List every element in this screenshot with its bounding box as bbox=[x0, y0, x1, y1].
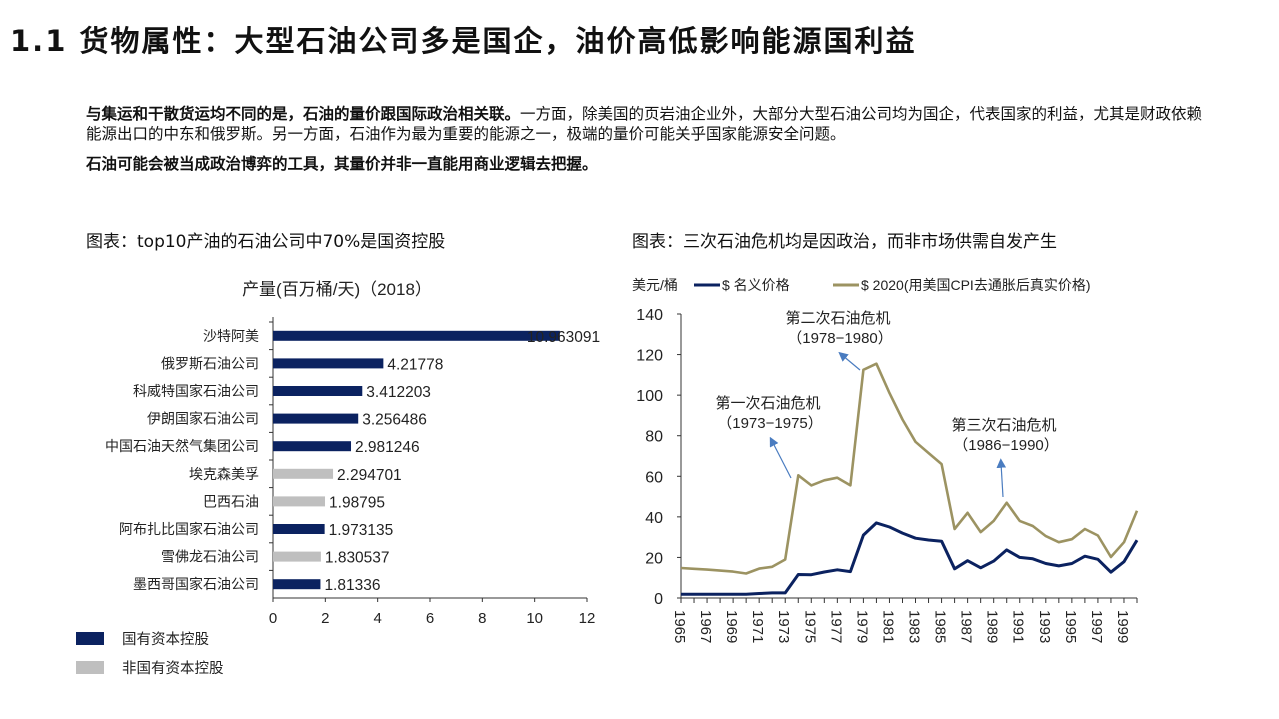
category-label: 墨西哥国家石油公司 bbox=[133, 576, 259, 592]
paragraph-1: 与集运和干散货运均不同的是，石油的量价跟国际政治相关联。一方面，除美国的页岩油企… bbox=[86, 104, 1206, 144]
x-tick-label: 1975 bbox=[801, 610, 818, 643]
legend-label: 非国有资本控股 bbox=[122, 660, 224, 677]
x-tick-label: 1993 bbox=[1036, 610, 1053, 643]
right-chart-caption: 图表：三次石油危机均是因政治，而非市场供需自发产生 bbox=[632, 232, 1057, 252]
x-tick-label: 4 bbox=[373, 610, 381, 627]
annotation-crisis-1-years: （1973−1975） bbox=[717, 415, 823, 432]
y-tick-label: 120 bbox=[636, 348, 663, 365]
x-tick-label: 1989 bbox=[984, 610, 1001, 643]
left-chart-caption: 图表：top10产油的石油公司中70%是国资控股 bbox=[86, 232, 446, 252]
y-tick-label: 80 bbox=[645, 429, 663, 446]
annotation-crisis-2-years: （1978−1980） bbox=[787, 330, 893, 347]
x-tick-label: 2 bbox=[321, 610, 329, 627]
bar bbox=[273, 468, 334, 479]
paragraph-2: 石油可能会被当成政治博弈的工具，其量价并非一直能用商业逻辑去把握。 bbox=[86, 154, 1206, 174]
bar bbox=[273, 524, 325, 534]
x-tick-label: 12 bbox=[579, 610, 596, 627]
y-tick-label: 100 bbox=[636, 388, 663, 405]
x-tick-label: 1991 bbox=[1010, 610, 1027, 643]
x-tick-label: 1999 bbox=[1114, 610, 1131, 643]
data-label: 1.98795 bbox=[329, 494, 385, 511]
x-tick-label: 1969 bbox=[723, 610, 740, 643]
paragraph-1-rest: 一方面，除美国的页岩油企业外，大部分大型石油公司均为国企，代表国家的利益，尤其是… bbox=[86, 105, 1203, 143]
annotation-crisis-2-title: 第二次石油危机 bbox=[785, 309, 890, 327]
data-label: 2.981246 bbox=[355, 439, 420, 456]
x-tick-label: 1981 bbox=[879, 610, 896, 643]
x-tick-label: 1971 bbox=[749, 610, 766, 643]
paragraph-2-bold: 石油可能会被当成政治博弈的工具，其量价并非一直能用商业逻辑去把握。 bbox=[86, 155, 598, 173]
category-label: 埃克森美孚 bbox=[189, 466, 259, 482]
page-title: 1.1 货物属性：大型石油公司多是国企，油价高低影响能源国利益 bbox=[10, 24, 917, 58]
paragraph-1-bold: 与集运和干散货运均不同的是，石油的量价跟国际政治相关联。 bbox=[86, 105, 521, 123]
x-tick-label: 6 bbox=[426, 610, 434, 627]
x-tick-label: 10 bbox=[526, 610, 543, 627]
annotation-arrow-1 bbox=[769, 436, 792, 479]
x-tick-label: 1965 bbox=[671, 610, 688, 643]
legend-label-real: $ 2020(用美国CPI去通胀后真实价格) bbox=[861, 277, 1090, 293]
x-tick-label: 8 bbox=[478, 610, 486, 627]
category-label: 俄罗斯石油公司 bbox=[161, 355, 259, 371]
annotation-crisis-3-title: 第三次石油危机 bbox=[951, 416, 1056, 434]
series-line-real bbox=[680, 362, 1139, 575]
annotation-crisis-3-years: （1986−1990） bbox=[953, 437, 1059, 454]
bar bbox=[273, 358, 384, 369]
y-tick-label: 0 bbox=[654, 591, 663, 608]
x-tick-label: 1997 bbox=[1088, 610, 1105, 643]
annotation-crisis-1-title: 第一次石油危机 bbox=[715, 394, 820, 412]
x-tick-label: 1995 bbox=[1062, 610, 1079, 643]
series-line-nominal bbox=[681, 521, 1139, 596]
x-tick-label: 1985 bbox=[932, 610, 949, 643]
bar bbox=[273, 551, 321, 562]
bar bbox=[273, 441, 352, 452]
legend-swatch bbox=[76, 661, 104, 674]
category-label: 阿布扎比国家石油公司 bbox=[119, 521, 259, 537]
annotation-arrow-3 bbox=[996, 458, 1007, 498]
legend-swatch bbox=[76, 632, 104, 645]
y-tick-label: 40 bbox=[645, 510, 663, 527]
data-label: 3.256486 bbox=[362, 412, 427, 429]
annotation-arrow-2 bbox=[838, 351, 861, 371]
bar-chart: 产量(百万桶/天)（2018） 0 2 4 6 8 10 12 沙特阿美 10.963091 俄罗… bbox=[76, 280, 600, 677]
bar bbox=[273, 386, 363, 396]
category-label: 中国石油天然气集团公司 bbox=[105, 438, 259, 454]
bar bbox=[273, 413, 359, 424]
data-label: 3.412203 bbox=[366, 384, 431, 401]
data-label: 2.294701 bbox=[337, 467, 402, 484]
bar bbox=[273, 579, 321, 590]
y-tick-label: 60 bbox=[645, 469, 663, 486]
y-axis-unit: 美元/桶 bbox=[632, 277, 678, 293]
body-text: 与集运和干散货运均不同的是，石油的量价跟国际政治相关联。一方面，除美国的页岩油企… bbox=[86, 104, 1206, 184]
legend-label: 国有资本控股 bbox=[122, 631, 209, 648]
x-tick-label: 1983 bbox=[906, 610, 923, 643]
bar-chart-title: 产量(百万桶/天)（2018） bbox=[242, 280, 432, 299]
legend-label-nominal: $ 名义价格 bbox=[722, 277, 790, 293]
data-label: 1.973135 bbox=[329, 522, 394, 539]
y-tick-label: 20 bbox=[645, 550, 663, 567]
category-label: 巴西石油 bbox=[203, 493, 259, 509]
data-label: 1.81336 bbox=[324, 577, 380, 594]
x-tick-label: 1987 bbox=[958, 610, 975, 643]
category-label: 沙特阿美 bbox=[203, 328, 259, 344]
data-label: 4.21778 bbox=[387, 356, 443, 373]
x-tick-label: 1973 bbox=[775, 610, 792, 643]
x-tick-label: 1979 bbox=[853, 610, 870, 643]
category-label: 科威特国家石油公司 bbox=[133, 383, 259, 399]
bar bbox=[273, 496, 326, 507]
category-label: 伊朗国家石油公司 bbox=[147, 411, 259, 427]
bar bbox=[273, 330, 560, 341]
x-tick-label: 1977 bbox=[827, 610, 844, 643]
data-label: 10.963091 bbox=[527, 329, 600, 346]
y-tick-label: 140 bbox=[636, 307, 663, 324]
category-label: 雪佛龙石油公司 bbox=[161, 549, 259, 565]
data-label: 1.830537 bbox=[325, 550, 390, 567]
x-tick-label: 0 bbox=[269, 610, 277, 627]
x-tick-label: 1967 bbox=[697, 610, 714, 643]
